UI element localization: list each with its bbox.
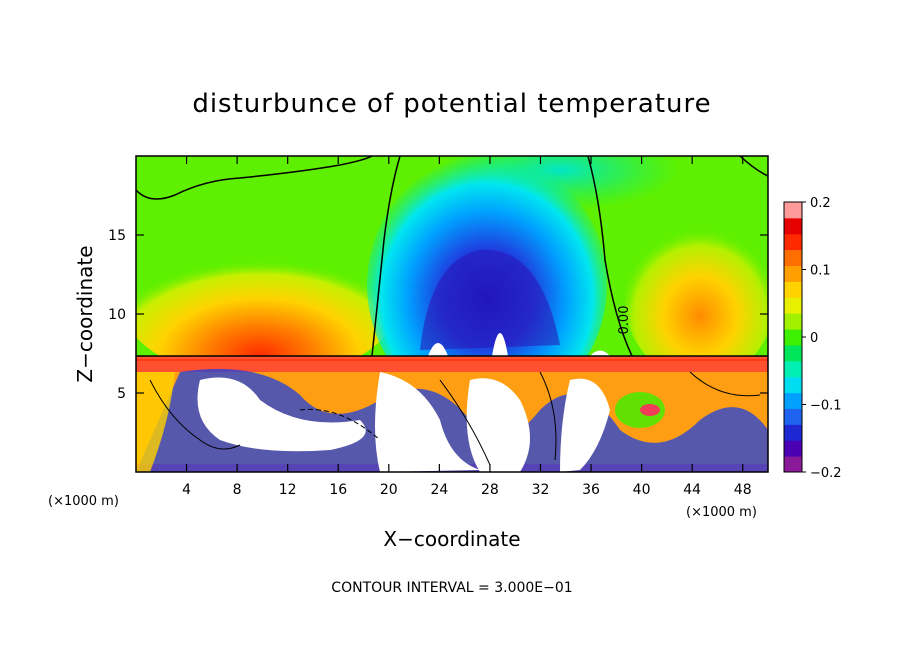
colorbar-swatch xyxy=(784,249,802,267)
colorbar-label: 0.1 xyxy=(810,264,831,279)
x-tick-label: 44 xyxy=(683,482,701,498)
zero-contour-left xyxy=(136,156,373,200)
colorbar-swatch xyxy=(784,313,802,330)
colorbar-swatch xyxy=(784,233,802,251)
lower-contour-2 xyxy=(299,408,381,441)
colorbar-labels: 0.2 0.1 0 −0.1 −0.2 xyxy=(802,196,842,481)
y-axis-label: Z−coordinate xyxy=(73,245,97,382)
colorbar-swatch xyxy=(784,440,802,457)
field-lower-magenta-patch xyxy=(640,404,660,416)
colorbar-swatch xyxy=(784,297,802,314)
y-tick-label: 5 xyxy=(117,386,126,402)
field-lower-white-right xyxy=(560,378,610,472)
colorbar-label: 0 xyxy=(810,331,818,346)
field-warm-right xyxy=(625,220,768,380)
contour-interval-note: CONTOUR INTERVAL = 3.000E−01 xyxy=(331,580,572,596)
field-spike-2 xyxy=(492,333,508,356)
lower-contour-1 xyxy=(149,379,241,450)
y-axis-ticks: 5 10 15 xyxy=(108,228,768,402)
colorbar xyxy=(783,201,803,473)
lower-contour-3 xyxy=(439,379,491,466)
lower-contour-5 xyxy=(689,371,761,397)
contour-label: 0.00 xyxy=(617,306,632,335)
x-tick-label: 40 xyxy=(633,482,651,498)
field-cold-core xyxy=(420,249,560,350)
colorbar-swatch xyxy=(784,376,802,394)
x-tick-label: 28 xyxy=(481,482,499,498)
colorbar-swatch xyxy=(784,329,802,346)
field-lower-left-edge xyxy=(136,372,175,472)
field-lower-white-left xyxy=(197,377,366,452)
x-tick-label: 16 xyxy=(329,482,347,498)
y-tick-label: 10 xyxy=(108,307,126,323)
zero-contour-dome-left xyxy=(371,156,401,357)
field-spike-1 xyxy=(428,343,448,356)
colorbar-label: −0.2 xyxy=(810,466,842,481)
colorbar-swatch xyxy=(784,281,802,298)
colorbar-swatch xyxy=(784,456,802,473)
x-axis-label: X−coordinate xyxy=(383,527,520,551)
x-axis-ticks: 4 8 12 16 20 24 28 32 36 40 44 48 xyxy=(182,156,752,498)
x-tick-label: 12 xyxy=(279,482,297,498)
x-tick-label: 20 xyxy=(380,482,398,498)
x-tick-label: 48 xyxy=(734,482,752,498)
x-tick-label: 24 xyxy=(430,482,448,498)
x-tick-label: 8 xyxy=(233,482,242,498)
colorbar-swatch xyxy=(784,202,802,219)
zero-contour-dome-right xyxy=(587,156,633,357)
colorbar-label: −0.1 xyxy=(810,399,842,414)
plot-area: 0.00 xyxy=(136,156,768,472)
colorbar-swatch xyxy=(784,265,802,282)
x-tick-label: 4 xyxy=(182,482,191,498)
z-unit-label: (×1000 m) xyxy=(48,494,119,509)
chart-title: disturbunce of potential temperature xyxy=(192,89,711,119)
colorbar-swatch xyxy=(784,344,802,362)
colorbar-swatch xyxy=(784,408,802,425)
colorbar-swatch xyxy=(784,217,802,235)
x-tick-label: 32 xyxy=(532,482,550,498)
colorbar-swatch xyxy=(784,392,802,409)
colorbar-swatch xyxy=(784,424,802,441)
field-spike-3 xyxy=(590,350,610,356)
y-tick-label: 15 xyxy=(108,228,126,244)
field-lower-white-center xyxy=(375,372,480,472)
colorbar-label: 0.2 xyxy=(810,196,831,211)
x-tick-label: 36 xyxy=(582,482,600,498)
lower-contour-4 xyxy=(539,371,557,461)
x-unit-label: (×1000 m) xyxy=(686,505,757,520)
field-warm-left xyxy=(136,220,400,380)
colorbar-swatch xyxy=(784,360,802,378)
